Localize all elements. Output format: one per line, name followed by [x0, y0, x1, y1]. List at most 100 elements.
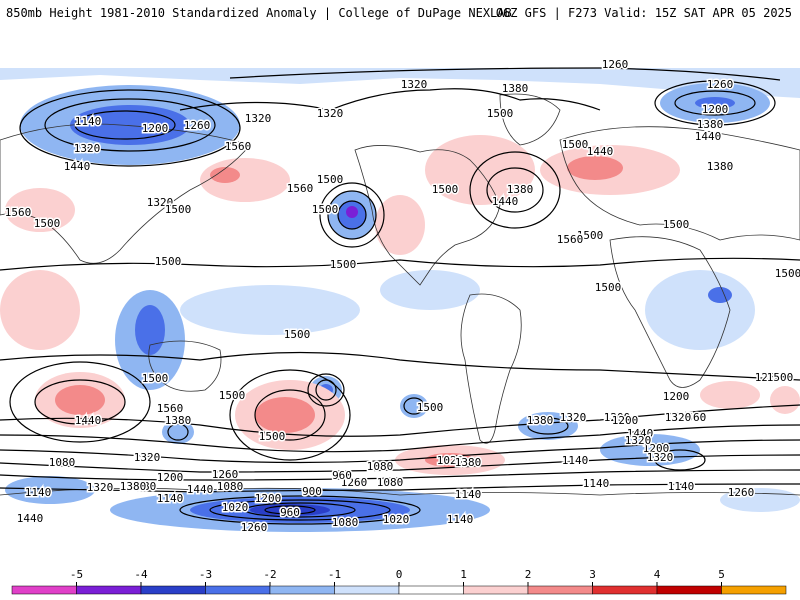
legend-label: 4: [654, 568, 661, 581]
pos-anomaly-nam: [375, 195, 425, 255]
africa-outline: [609, 236, 731, 388]
contour-1380-south: [0, 424, 800, 453]
eurasia-outline: [559, 126, 800, 241]
contour-label: 1440: [64, 160, 91, 173]
contour-label: 1260: [755, 371, 782, 384]
contour-label: 1440: [187, 483, 214, 496]
contour-label: 1500: [317, 173, 344, 186]
contour-s-pac2-1500: [229, 369, 351, 461]
contour-label: 1140: [75, 115, 102, 128]
contour-label: 1560: [225, 140, 252, 153]
contour-label: 1320: [647, 451, 674, 464]
legend-label: 3: [589, 568, 596, 581]
contour-label: 900: [302, 485, 322, 498]
contour-label: 1380: [527, 414, 554, 427]
contour-label: 1500: [577, 229, 604, 242]
contour-label: 1560: [157, 402, 184, 415]
south-america-outline: [460, 293, 522, 444]
neg-anomaly-atlantic: [380, 270, 480, 310]
legend-label: 0: [396, 568, 403, 581]
contour-label: 1200: [643, 442, 670, 455]
color-legend: -5 -4 -3 -2 -1 0 1 2 3 4 5: [11, 568, 787, 595]
contour-label: 1560: [5, 206, 32, 219]
contour-label: 1380: [455, 456, 482, 469]
contour-label-group: 1260 1320 1380 1260 1200 1140 1200 1260 1320 1320…: [3, 57, 800, 536]
contour-label: 1500: [775, 267, 800, 280]
neg-anomaly-africa-core: [708, 287, 732, 303]
neg-anomaly-s-ind: [600, 434, 700, 466]
contour-label: 1440: [75, 414, 102, 427]
contour-npac-low-1560: [319, 182, 385, 248]
legend-swatch: [334, 585, 400, 595]
contour-label: 1080: [377, 476, 404, 489]
contour-arctic-1200: [674, 90, 756, 116]
contour-label: 1200: [702, 103, 729, 116]
contour-label: 1380: [165, 414, 192, 427]
contour-label: 1140: [583, 477, 610, 490]
contour-label: 1200: [604, 411, 631, 424]
neg-anomaly-arctic-core: [695, 97, 735, 109]
contour-label: 1020: [222, 501, 249, 514]
contour-label: 1500: [34, 217, 61, 230]
pos-anomaly-s-atl-core: [425, 453, 475, 467]
contour-label: 1380: [707, 160, 734, 173]
contour-label: 1320: [245, 112, 272, 125]
contour-label: 1440: [492, 195, 519, 208]
contour-label: 1320: [74, 142, 101, 155]
contour-nam-low-1440: [469, 151, 561, 229]
contour-label: 1200: [255, 492, 282, 505]
legend-label: -3: [199, 568, 212, 581]
contour-1560-south: [0, 351, 800, 381]
height-contours: [0, 67, 800, 525]
pos-anomaly-s-pac-2-core: [255, 397, 315, 433]
contour-label: 1260: [707, 78, 734, 91]
contour-label: 1380: [507, 183, 534, 196]
contour-label: 1440: [627, 427, 654, 440]
neg-anomaly-s-atl: [518, 412, 578, 440]
contour-label: 1440: [695, 130, 722, 143]
legend-swatch: [721, 585, 787, 595]
legend-swatch: [11, 585, 77, 595]
contour-npac-low-1440: [337, 200, 367, 230]
contour-label: 1380: [502, 82, 529, 95]
contour-label: 1260: [184, 119, 211, 132]
legend-swatch: [269, 585, 335, 595]
contour-label: 1380: [697, 118, 724, 131]
contour-label: 1500: [487, 107, 514, 120]
legend-swatch: [463, 585, 529, 595]
legend-bar: [11, 585, 787, 595]
contour-s-pac-1560: [34, 379, 126, 425]
contour-label: 1500: [142, 372, 169, 385]
neg1-band-north: [0, 68, 800, 98]
legend-label: -2: [263, 568, 276, 581]
contour-antarctic-1020: [209, 499, 391, 521]
contour-label: 1320: [317, 107, 344, 120]
neg-anomaly-west-pac-core: [135, 305, 165, 355]
contour-label: 1500: [259, 430, 286, 443]
legend-swatch: [592, 585, 658, 595]
contour-1140-south: [0, 483, 800, 493]
contour-label: 1320: [401, 78, 428, 91]
contour-s-east-1140: [654, 449, 706, 471]
contour-label: 1440: [17, 512, 44, 525]
contour-label: 960: [280, 506, 300, 519]
legend-label: 5: [718, 568, 725, 581]
contour-label: 1080: [217, 480, 244, 493]
contour-label: 1500: [155, 255, 182, 268]
contour-label: 1140: [25, 486, 52, 499]
contour-label: 1020: [383, 513, 410, 526]
contour-label: 1380: [120, 480, 147, 493]
legend-swatch: [527, 585, 593, 595]
legend-labels: -5 -4 -3 -2 -1 0 1 2 3 4 5: [70, 568, 725, 586]
continent-outlines: [0, 93, 800, 496]
contour-label: 1140: [455, 488, 482, 501]
contour-label: 1500: [663, 218, 690, 231]
contour-label: 1260: [241, 521, 268, 534]
contour-label: 1320: [625, 434, 652, 447]
contour-1260-south: [0, 454, 800, 473]
antarctica-outline: [0, 487, 800, 496]
contour-label: 1380: [130, 480, 157, 493]
asia-west-outline: [0, 123, 251, 264]
neg-anomaly-npac-low-core2: [346, 206, 358, 218]
contour-label: 1500: [219, 389, 246, 402]
